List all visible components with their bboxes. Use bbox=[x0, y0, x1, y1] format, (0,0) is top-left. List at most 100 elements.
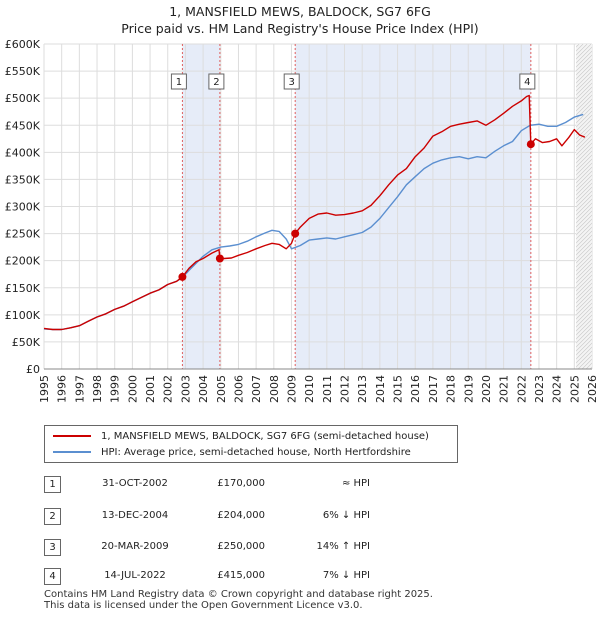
transaction-date: 31-OCT-2002 bbox=[102, 478, 168, 489]
x-tick-label: 1998 bbox=[91, 375, 104, 403]
forecast-area bbox=[576, 44, 592, 369]
x-tick-label: 2004 bbox=[197, 375, 210, 403]
price-chart: 1 2 3 4 £0 £50K £100K £150K £200K £250K £300K £350… bbox=[5, 38, 599, 403]
y-tick-label: £500K bbox=[5, 92, 41, 105]
y-tick-label: £50K bbox=[12, 336, 41, 349]
forecast-hatch bbox=[576, 298, 593, 316]
x-tick-label: 2018 bbox=[445, 375, 458, 403]
forecast-hatch bbox=[576, 90, 593, 108]
sale-point bbox=[178, 272, 187, 281]
y-tick-label: £350K bbox=[5, 173, 41, 186]
x-tick-label: 1999 bbox=[109, 375, 122, 403]
x-tick-label: 1995 bbox=[38, 375, 51, 403]
transaction-date: 14-JUL-2022 bbox=[104, 570, 166, 581]
transaction-price: £170,000 bbox=[217, 478, 265, 489]
transaction-hpi: 14% ↑ HPI bbox=[316, 541, 370, 552]
forecast-hatch bbox=[576, 190, 593, 208]
transaction-date: 20-MAR-2009 bbox=[101, 541, 169, 552]
y-tick-label: £450K bbox=[5, 119, 41, 132]
x-tick-label: 2026 bbox=[586, 375, 599, 403]
series-lines bbox=[43, 94, 586, 331]
y-tick-label: £150K bbox=[5, 282, 41, 295]
x-tick-label: 2020 bbox=[480, 375, 493, 403]
forecast-hatch bbox=[576, 94, 593, 112]
x-tick-label: 2012 bbox=[339, 375, 352, 403]
forecast-hatch bbox=[576, 202, 593, 220]
x-tick-label: 2009 bbox=[285, 375, 298, 403]
chart-subtitle: Price paid vs. HM Land Registry's House … bbox=[121, 21, 479, 36]
x-tick-label: 2005 bbox=[215, 375, 228, 403]
transaction-number: 1 bbox=[44, 476, 61, 493]
x-tick-label: 2015 bbox=[392, 375, 405, 403]
sale-label: 3 bbox=[289, 77, 295, 88]
legend-label-hpi: HPI: Average price, semi-detached house,… bbox=[101, 446, 411, 458]
x-tick-label: 2014 bbox=[374, 375, 387, 403]
x-tick-label: 2000 bbox=[126, 375, 139, 403]
transaction-number: 4 bbox=[44, 568, 61, 585]
forecast-hatch bbox=[576, 198, 593, 216]
transaction-price: £204,000 bbox=[217, 510, 265, 521]
sale-label-box bbox=[519, 73, 536, 90]
x-tick-label: 2019 bbox=[462, 375, 475, 403]
sale-label-box bbox=[170, 73, 187, 90]
x-tick-label: 2017 bbox=[427, 375, 440, 403]
transaction-number: 3 bbox=[44, 539, 61, 556]
forecast-hatch bbox=[576, 306, 593, 324]
y-tick-label: £300K bbox=[5, 201, 41, 214]
transaction-date: 13-DEC-2004 bbox=[101, 510, 169, 521]
transaction-row: 4 14-JUL-2022 £415,000 7% ↓ HPI bbox=[0, 566, 600, 588]
transaction-row: 2 13-DEC-2004 £204,000 6% ↓ HPI bbox=[0, 506, 600, 528]
chart-title: 1, MANSFIELD MEWS, BALDOCK, SG7 6FG bbox=[169, 4, 431, 19]
forecast-hatch bbox=[576, 82, 593, 100]
sale-points bbox=[178, 140, 535, 281]
transaction-hpi: ≈ HPI bbox=[341, 478, 370, 489]
forecast-hatch bbox=[576, 310, 593, 328]
grid-lines bbox=[43, 43, 593, 370]
x-tick-label: 2003 bbox=[179, 375, 192, 403]
footer: Contains HM Land Registry data © Crown c… bbox=[44, 589, 433, 611]
y-tick-label: £200K bbox=[5, 255, 41, 268]
sale-label: 1 bbox=[176, 77, 182, 88]
x-tick-label: 2021 bbox=[498, 375, 511, 403]
y-tick-label: £600K bbox=[5, 38, 41, 51]
forecast-hatch bbox=[576, 194, 593, 212]
legend-label-property: 1, MANSFIELD MEWS, BALDOCK, SG7 6FG (sem… bbox=[101, 430, 429, 442]
transaction-number: 2 bbox=[44, 508, 61, 525]
legend-item-property: 1, MANSFIELD MEWS, BALDOCK, SG7 6FG (sem… bbox=[53, 429, 429, 443]
x-tick-label: 2024 bbox=[551, 375, 564, 403]
x-tick-label: 2016 bbox=[409, 375, 422, 403]
x-tick-label: 1996 bbox=[56, 375, 69, 403]
x-tick-label: 2013 bbox=[356, 375, 369, 403]
x-tick-label: 2022 bbox=[515, 375, 528, 403]
sale-label-box bbox=[208, 73, 225, 90]
transaction-price: £415,000 bbox=[217, 570, 265, 581]
property-price-line bbox=[43, 94, 586, 331]
forecast-hatch bbox=[576, 86, 593, 104]
transaction-row: 1 31-OCT-2002 £170,000 ≈ HPI bbox=[0, 474, 600, 496]
sale-label: 4 bbox=[524, 77, 530, 88]
sale-label-box bbox=[283, 73, 300, 90]
footer-copyright: Contains HM Land Registry data © Crown c… bbox=[44, 589, 433, 600]
sale-point bbox=[291, 229, 300, 238]
x-tick-label: 1997 bbox=[73, 375, 86, 403]
y-tick-label: £400K bbox=[5, 146, 41, 159]
x-tick-label: 2006 bbox=[232, 375, 245, 403]
y-tick-label: £250K bbox=[5, 228, 41, 241]
legend-item-hpi: HPI: Average price, semi-detached house,… bbox=[53, 445, 411, 459]
axes: £0 £50K £100K £150K £200K £250K £300K £350K £400… bbox=[5, 38, 599, 403]
x-tick-label: 2025 bbox=[568, 375, 581, 403]
x-tick-label: 2008 bbox=[268, 375, 281, 403]
forecast-region bbox=[576, 44, 593, 369]
transaction-price: £250,000 bbox=[217, 541, 265, 552]
sale-point bbox=[526, 140, 535, 149]
x-tick-label: 2001 bbox=[144, 375, 157, 403]
x-tick-label: 2010 bbox=[303, 375, 316, 403]
y-tick-label: £550K bbox=[5, 65, 41, 78]
sale-label: 2 bbox=[213, 77, 219, 88]
transaction-hpi: 6% ↓ HPI bbox=[322, 510, 370, 521]
sale-point bbox=[215, 254, 224, 263]
x-tick-label: 2002 bbox=[162, 375, 175, 403]
legend: 1, MANSFIELD MEWS, BALDOCK, SG7 6FG (sem… bbox=[44, 425, 458, 463]
y-tick-label: £100K bbox=[5, 309, 41, 322]
footer-licence: This data is licensed under the Open Gov… bbox=[44, 600, 363, 611]
